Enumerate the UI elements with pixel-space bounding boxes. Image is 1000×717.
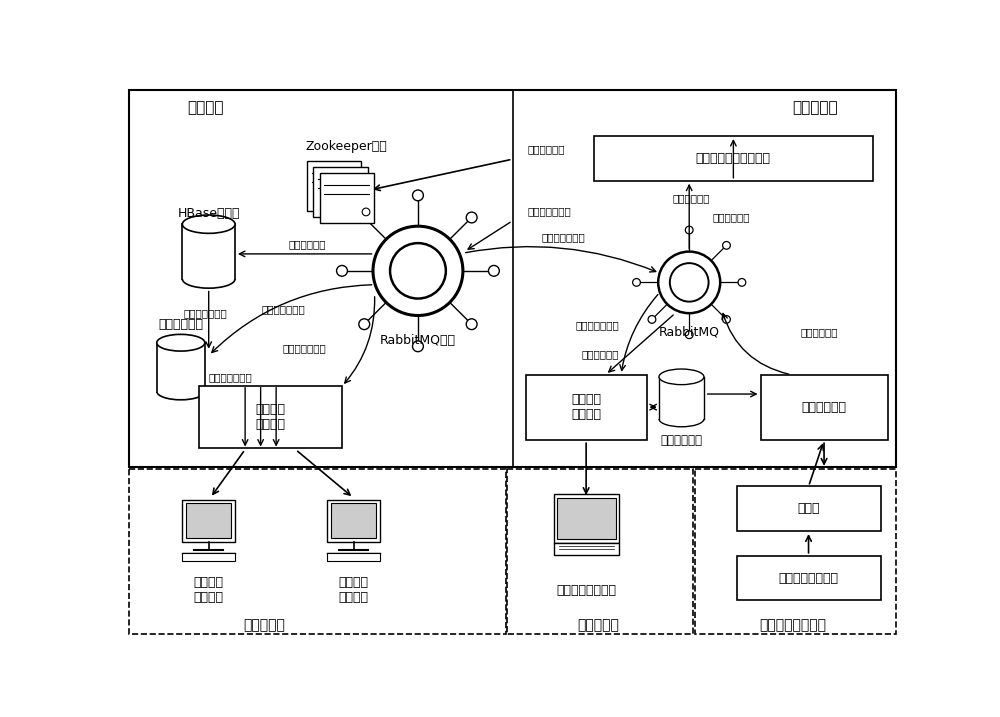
Bar (526, 375, 647, 440)
Text: HBase数据库: HBase数据库 (177, 206, 240, 219)
Text: 本地数据采集装置: 本地数据采集装置 (760, 618, 827, 632)
Bar (129, 469, 506, 635)
Text: 非实时能耗数据: 非实时能耗数据 (528, 206, 572, 216)
Text: 本地监视端: 本地监视端 (577, 618, 619, 632)
Bar (129, 90, 896, 467)
Circle shape (723, 315, 730, 323)
Text: 企业人员本地监视: 企业人员本地监视 (556, 584, 616, 597)
Circle shape (658, 252, 720, 313)
Circle shape (685, 226, 693, 234)
Text: 非实时能耗数据: 非实时能耗数据 (262, 304, 306, 314)
Bar (313, 167, 368, 217)
Bar (199, 386, 342, 448)
Text: 非实时能耗数据: 非实时能耗数据 (209, 372, 252, 382)
Text: 实时能耗数据: 实时能耗数据 (528, 144, 566, 154)
Circle shape (359, 319, 370, 330)
Text: 关系型数据库: 关系型数据库 (158, 318, 203, 331)
Text: 远程监视
网络模块: 远程监视 网络模块 (255, 403, 285, 431)
Bar (507, 469, 693, 635)
Ellipse shape (157, 334, 205, 351)
Text: 实时数据远程传输模块: 实时数据远程传输模块 (696, 152, 771, 165)
Bar (327, 500, 380, 542)
Text: 科研人员
远程监视: 科研人员 远程监视 (339, 576, 369, 604)
Text: 非实时能耗数据: 非实时能耗数据 (283, 343, 326, 353)
Bar (320, 174, 374, 224)
Circle shape (466, 319, 477, 330)
Text: 企业人员
远程监视: 企业人员 远程监视 (194, 576, 224, 604)
Ellipse shape (659, 369, 704, 384)
Circle shape (633, 278, 640, 286)
Text: 非实时能耗数据: 非实时能耗数据 (183, 308, 227, 318)
Text: 实时能耗数据: 实时能耗数据 (673, 193, 710, 203)
Bar (594, 136, 873, 181)
Circle shape (723, 242, 730, 250)
Text: Zookeeper群集: Zookeeper群集 (305, 140, 387, 153)
Ellipse shape (182, 215, 235, 233)
Bar (186, 503, 231, 538)
Bar (182, 500, 235, 542)
Circle shape (337, 265, 347, 276)
Bar (331, 503, 376, 538)
Circle shape (413, 341, 423, 352)
Bar (695, 469, 896, 635)
Text: 非实时能耗数据: 非实时能耗数据 (541, 232, 585, 242)
Circle shape (373, 226, 463, 315)
Circle shape (466, 212, 477, 223)
Text: 数据采集模块: 数据采集模块 (802, 401, 847, 414)
Bar (737, 556, 881, 600)
Circle shape (488, 265, 499, 276)
Bar (557, 498, 616, 538)
Text: 本地监视
网络模块: 本地监视 网络模块 (571, 393, 601, 421)
Circle shape (670, 263, 709, 302)
Text: 关系型数据库: 关系型数据库 (660, 434, 702, 447)
Text: RabbitMQ: RabbitMQ (659, 326, 720, 339)
Bar (554, 543, 619, 555)
Circle shape (685, 331, 693, 338)
Text: 云服务器: 云服务器 (187, 100, 224, 115)
Circle shape (648, 315, 656, 323)
Circle shape (390, 243, 446, 298)
Bar (327, 554, 380, 561)
Circle shape (738, 278, 746, 286)
Text: 下位机: 下位机 (797, 503, 820, 516)
Text: 实时能耗数据: 实时能耗数据 (582, 349, 619, 359)
Circle shape (359, 212, 370, 223)
Text: 多功能电子测量仪: 多功能电子测量仪 (779, 571, 839, 584)
Text: 远程监视端: 远程监视端 (244, 618, 285, 632)
Text: 实时能耗数据: 实时能耗数据 (801, 328, 838, 338)
Bar (554, 494, 619, 543)
Bar (307, 161, 361, 212)
Text: 非实时能耗数据: 非实时能耗数据 (576, 320, 619, 330)
Text: 本地服务器: 本地服务器 (792, 100, 838, 115)
Circle shape (413, 190, 423, 201)
Text: 实时能耗数据: 实时能耗数据 (712, 212, 750, 222)
Text: 实时能耗数据: 实时能耗数据 (288, 239, 326, 249)
Bar (737, 486, 881, 531)
Bar (182, 554, 235, 561)
Text: RabbitMQ群集: RabbitMQ群集 (380, 333, 456, 346)
Bar (761, 375, 888, 440)
